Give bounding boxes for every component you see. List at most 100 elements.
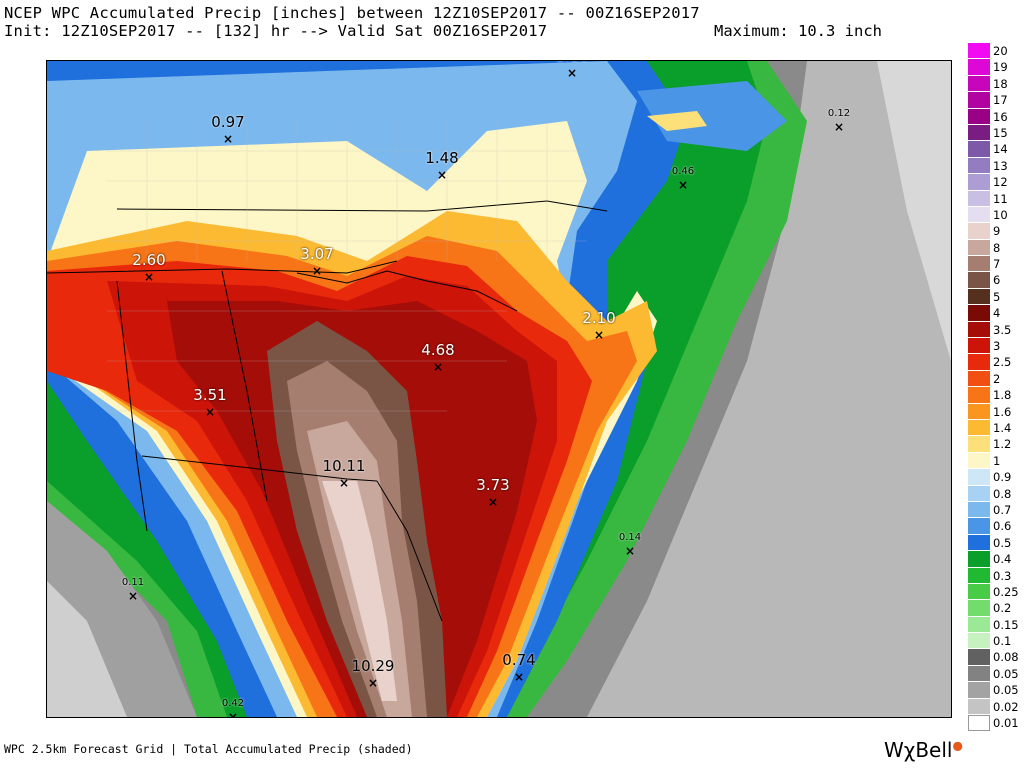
legend-entry: 4	[968, 305, 1020, 322]
point-marker-icon: ×	[204, 405, 216, 419]
legend-label: 1.2	[993, 437, 1012, 452]
legend-entry: 2	[968, 370, 1020, 388]
legend-label: 0.02	[993, 699, 1019, 714]
legend-swatch	[968, 665, 990, 683]
legend-label: 1.4	[993, 420, 1012, 435]
legend-swatch	[968, 633, 990, 650]
legend-entry: 0.9	[968, 469, 1020, 486]
legend-swatch	[968, 190, 990, 207]
legend-label: 2.5	[993, 355, 1012, 370]
point-marker-icon: ×	[227, 710, 239, 718]
point-label-value: 0.42	[221, 698, 245, 709]
legend-label: 12	[993, 175, 1008, 190]
legend-entry: 2.5	[968, 354, 1020, 371]
point-marker-icon: ×	[367, 676, 379, 690]
legend-swatch	[968, 174, 990, 191]
legend-label: 0.5	[993, 535, 1012, 550]
legend-swatch	[968, 206, 990, 224]
legend-entry: 0.05	[968, 665, 1020, 683]
legend-swatch	[968, 567, 990, 584]
legend-entry: 3	[968, 338, 1020, 355]
legend-entry: 1.4	[968, 419, 1020, 437]
legend-swatch	[968, 157, 990, 175]
point-label-value: 3.07	[300, 245, 334, 263]
point-marker-icon: ×	[338, 476, 350, 490]
legend-swatch	[968, 321, 990, 339]
legend-label: 15	[993, 125, 1008, 140]
legend-label: 7	[993, 257, 1001, 272]
legend-entry: 17	[968, 92, 1020, 109]
legend-entry: 0.1	[968, 633, 1020, 650]
legend-label: 0.15	[993, 617, 1019, 632]
point-marker-icon: ×	[311, 264, 323, 278]
legend-label: 14	[993, 142, 1008, 157]
legend-swatch	[968, 600, 990, 617]
legend-swatch	[968, 108, 990, 125]
legend-entry: 20	[968, 43, 1020, 60]
legend-swatch	[968, 452, 990, 470]
legend-entry: 18	[968, 75, 1020, 93]
brand-name: WχBell	[884, 738, 953, 762]
point-marker-icon: ×	[487, 495, 499, 509]
legend-label: 9	[993, 224, 1001, 239]
legend-label: 13	[993, 158, 1008, 173]
legend-swatch	[968, 338, 990, 355]
legend-label: 4	[993, 306, 1001, 321]
legend-label: 17	[993, 93, 1008, 108]
legend-label: 0.08	[993, 650, 1019, 665]
legend-label: 0.3	[993, 568, 1012, 583]
legend-entry: 5	[968, 288, 1020, 306]
legend-label: 3.5	[993, 322, 1012, 337]
legend-swatch	[968, 616, 990, 634]
legend-entry: 0.6	[968, 518, 1020, 535]
point-label-value: 1.18	[555, 61, 588, 65]
legend-swatch	[968, 141, 990, 158]
legend-swatch	[968, 239, 990, 257]
legend-swatch	[968, 387, 990, 404]
legend-label: 1.8	[993, 388, 1012, 403]
legend-entry: 16	[968, 108, 1020, 125]
legend-swatch	[968, 370, 990, 388]
legend-entry: 8	[968, 239, 1020, 257]
point-label-value: 0.12	[827, 108, 851, 119]
precip-map: 1.18×0.97×0.12×1.48×0.46×3.07×2.60×2.10×…	[46, 60, 952, 718]
legend-entry: 0.3	[968, 567, 1020, 584]
legend-swatch	[968, 288, 990, 306]
legend-entry: 9	[968, 223, 1020, 240]
legend-label: 5	[993, 289, 1001, 304]
point-label-value: 10.11	[322, 457, 366, 475]
legend-entry: 14	[968, 141, 1020, 158]
legend-swatch	[968, 682, 990, 699]
legend-label: 6	[993, 273, 1001, 288]
legend-swatch	[968, 305, 990, 322]
legend-entry: 1	[968, 452, 1020, 470]
legend-entry: 6	[968, 272, 1020, 289]
point-label-value: 0.46	[671, 166, 695, 177]
legend-entry: 0.05	[968, 682, 1020, 699]
legend-entry: 15	[968, 124, 1020, 142]
point-label-value: 10.29	[351, 657, 395, 675]
legend-entry: 11	[968, 190, 1020, 207]
point-label-value: 3.51	[193, 386, 227, 404]
legend-entry: 1.2	[968, 436, 1020, 453]
legend-entry: 0.15	[968, 616, 1020, 634]
legend-swatch	[968, 124, 990, 142]
legend-swatch	[968, 43, 990, 60]
legend-label: 0.05	[993, 683, 1019, 698]
legend-entry: 7	[968, 256, 1020, 273]
point-label-value: 4.68	[421, 341, 455, 359]
point-label-value: 0.74	[502, 651, 536, 669]
point-marker-icon: ×	[566, 66, 578, 80]
legend-label: 0.2	[993, 601, 1012, 616]
title-line-1: NCEP WPC Accumulated Precip [inches] bet…	[4, 4, 700, 22]
legend-label: 10	[993, 207, 1008, 222]
legend-entry: 0.4	[968, 551, 1020, 568]
legend-swatch	[968, 59, 990, 76]
brand-logo: WχBell●	[884, 738, 963, 762]
legend-label: 8	[993, 240, 1001, 255]
point-label-value: 0.11	[121, 577, 145, 588]
point-label-value: 1.48	[425, 149, 459, 167]
legend-swatch	[968, 403, 990, 420]
legend-swatch	[968, 469, 990, 486]
legend-entry: 12	[968, 174, 1020, 191]
